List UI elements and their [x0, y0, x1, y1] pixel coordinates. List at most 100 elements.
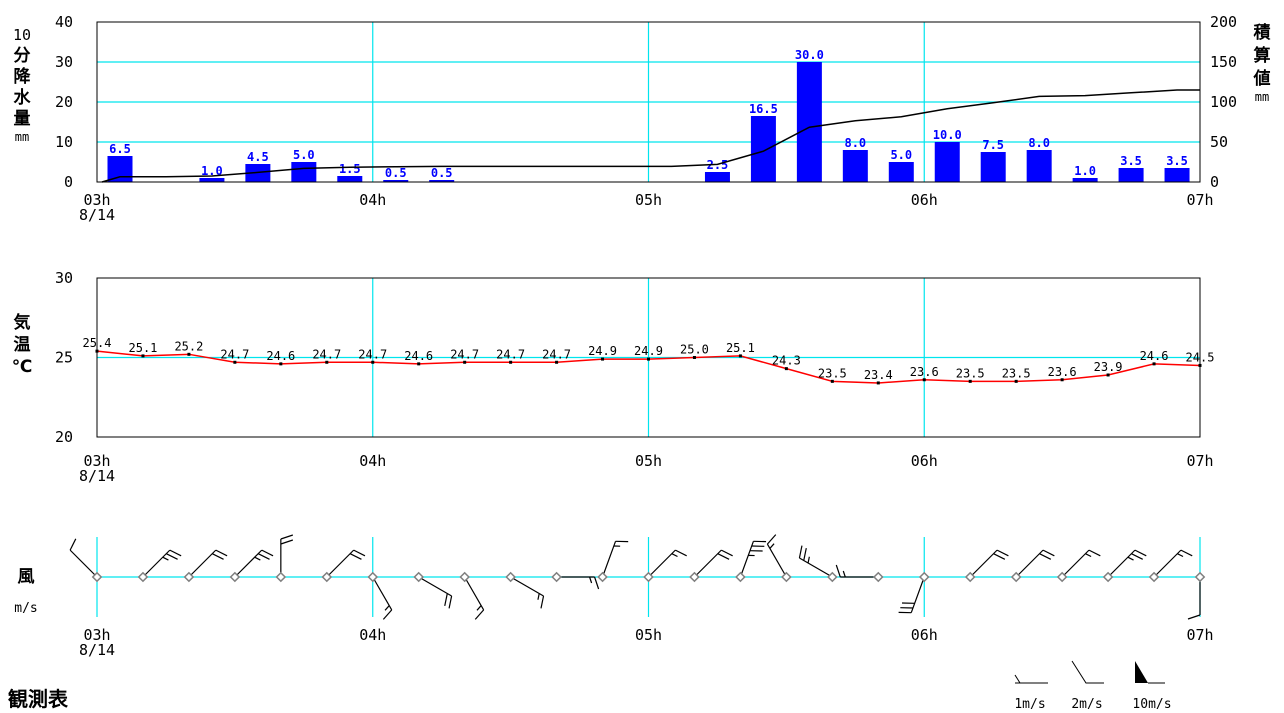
y2-tick-label: 150 [1210, 53, 1237, 71]
wind-barb-feather [717, 553, 730, 560]
wind-barb-feather [261, 549, 274, 557]
x-tick-label: 05h [635, 626, 662, 644]
wind-barb-shaft [326, 549, 355, 578]
wind-barb-feather [1187, 614, 1201, 620]
temperature-point [692, 356, 696, 359]
y2-tick-label: 50 [1210, 133, 1228, 151]
wind-barb-feather [803, 547, 807, 561]
x-date-label: 8/14 [79, 641, 115, 659]
wind-barb-feather [382, 609, 393, 620]
wind-barb-shaft [372, 576, 393, 611]
temperature-point [1014, 379, 1018, 383]
wind-barb-feather [476, 605, 482, 611]
wind-barb-shaft [648, 549, 676, 578]
plot-frame [96, 277, 1201, 438]
y2-tick-label: 100 [1210, 93, 1237, 111]
y-tick-label: 30 [55, 269, 73, 287]
x-tick-label: 05h [635, 452, 662, 470]
x-tick-label: 06h [911, 191, 938, 209]
temperature-point [830, 379, 834, 383]
temperature-point [371, 360, 375, 364]
rain-bar [383, 180, 409, 182]
wind-station-marker [183, 571, 195, 583]
wind-station-marker [1056, 571, 1068, 583]
x-tick-label: 03h [83, 452, 110, 470]
temperature-value-label: 24.7 [542, 347, 571, 361]
wind-barb-feather [349, 553, 362, 560]
rain-bar [796, 62, 822, 182]
x-date-label: 8/14 [79, 206, 115, 224]
wind-barb-feather [215, 549, 228, 557]
observation-table-title: 観測表 [8, 687, 68, 711]
wind-barb-shaft [799, 557, 833, 578]
x-tick-label: 07h [1186, 191, 1213, 209]
wind-barb-feather [1042, 549, 1055, 557]
wind-legend-label: 1m/s [1014, 697, 1045, 712]
wind-barb-shaft [601, 541, 617, 578]
wind-barb-feather [1134, 549, 1147, 557]
wind-barb-shaft [1107, 549, 1136, 578]
wind-station-marker [137, 571, 149, 583]
wind-barb-feather [444, 593, 448, 607]
temperature-value-label: 24.3 [772, 354, 801, 368]
temperature-point [463, 360, 467, 364]
wind-station-marker [1010, 571, 1022, 583]
rain-value-label: 10.0 [933, 128, 962, 142]
y-axis-label: 気 [13, 312, 31, 333]
rain-value-label: 5.0 [293, 148, 315, 162]
temperature-value-label: 23.6 [910, 365, 939, 379]
temperature-value-label: 24.6 [266, 349, 295, 363]
x-tick-label: 03h [83, 626, 110, 644]
rain-value-label: 1.0 [201, 164, 223, 178]
rain-value-label: 30.0 [795, 48, 824, 62]
temperature-point [876, 381, 880, 385]
rain-bar [980, 152, 1006, 182]
y-tick-label: 20 [55, 93, 73, 111]
wind-station-marker [1102, 571, 1114, 583]
wind-station-marker [643, 571, 654, 583]
rain-bar [1026, 150, 1052, 182]
temperature-value-label: 23.4 [864, 368, 893, 382]
wind-barb-feather [721, 549, 733, 557]
wind-barb-feather [211, 553, 224, 560]
rain-bar [888, 162, 914, 182]
temperature-value-label: 24.6 [1140, 349, 1169, 363]
rain-value-label: 3.5 [1166, 154, 1188, 168]
wind-station-marker [413, 571, 425, 583]
temperature-value-label: 25.0 [680, 343, 709, 357]
temperature-point [555, 360, 559, 364]
temperature-value-label: 24.7 [220, 347, 249, 361]
wind-station-marker [964, 571, 976, 583]
temperature-value-label: 24.7 [450, 347, 479, 361]
wind-barb-shaft [766, 543, 787, 578]
rain-value-label: 0.5 [431, 166, 453, 180]
wind-barb-feather [1131, 553, 1143, 560]
rain-bar [337, 176, 363, 182]
temperature-value-label: 23.5 [818, 366, 847, 380]
wind-barb-feather [162, 556, 169, 561]
wind-barb-shaft [418, 576, 452, 597]
rain-value-label: 1.5 [339, 162, 361, 176]
wind-barb-feather [280, 539, 294, 545]
y-axis-label: ℃ [12, 357, 33, 377]
y-tick-label: 0 [64, 173, 73, 191]
y-tick-label: 30 [55, 53, 73, 71]
wind-station-marker [1148, 571, 1160, 583]
temperature-point [141, 354, 145, 358]
temperature-value-label: 25.1 [129, 341, 158, 355]
wind-barb-shaft [1061, 549, 1090, 578]
x-date-label: 8/14 [79, 467, 115, 485]
plot-frame [96, 21, 1201, 183]
legend-barb-10 [1135, 661, 1148, 683]
temperature-point [1060, 378, 1064, 382]
wind-legend-label: 2m/s [1071, 697, 1102, 712]
wind-barb-feather [1180, 549, 1193, 557]
x-tick-label: 04h [359, 626, 386, 644]
rain-value-label: 5.0 [890, 148, 912, 162]
wind-label: 風 [18, 567, 35, 587]
y-axis-label: 量 [14, 108, 31, 129]
temperature-point [1106, 373, 1110, 377]
wind-station-marker [781, 571, 792, 583]
